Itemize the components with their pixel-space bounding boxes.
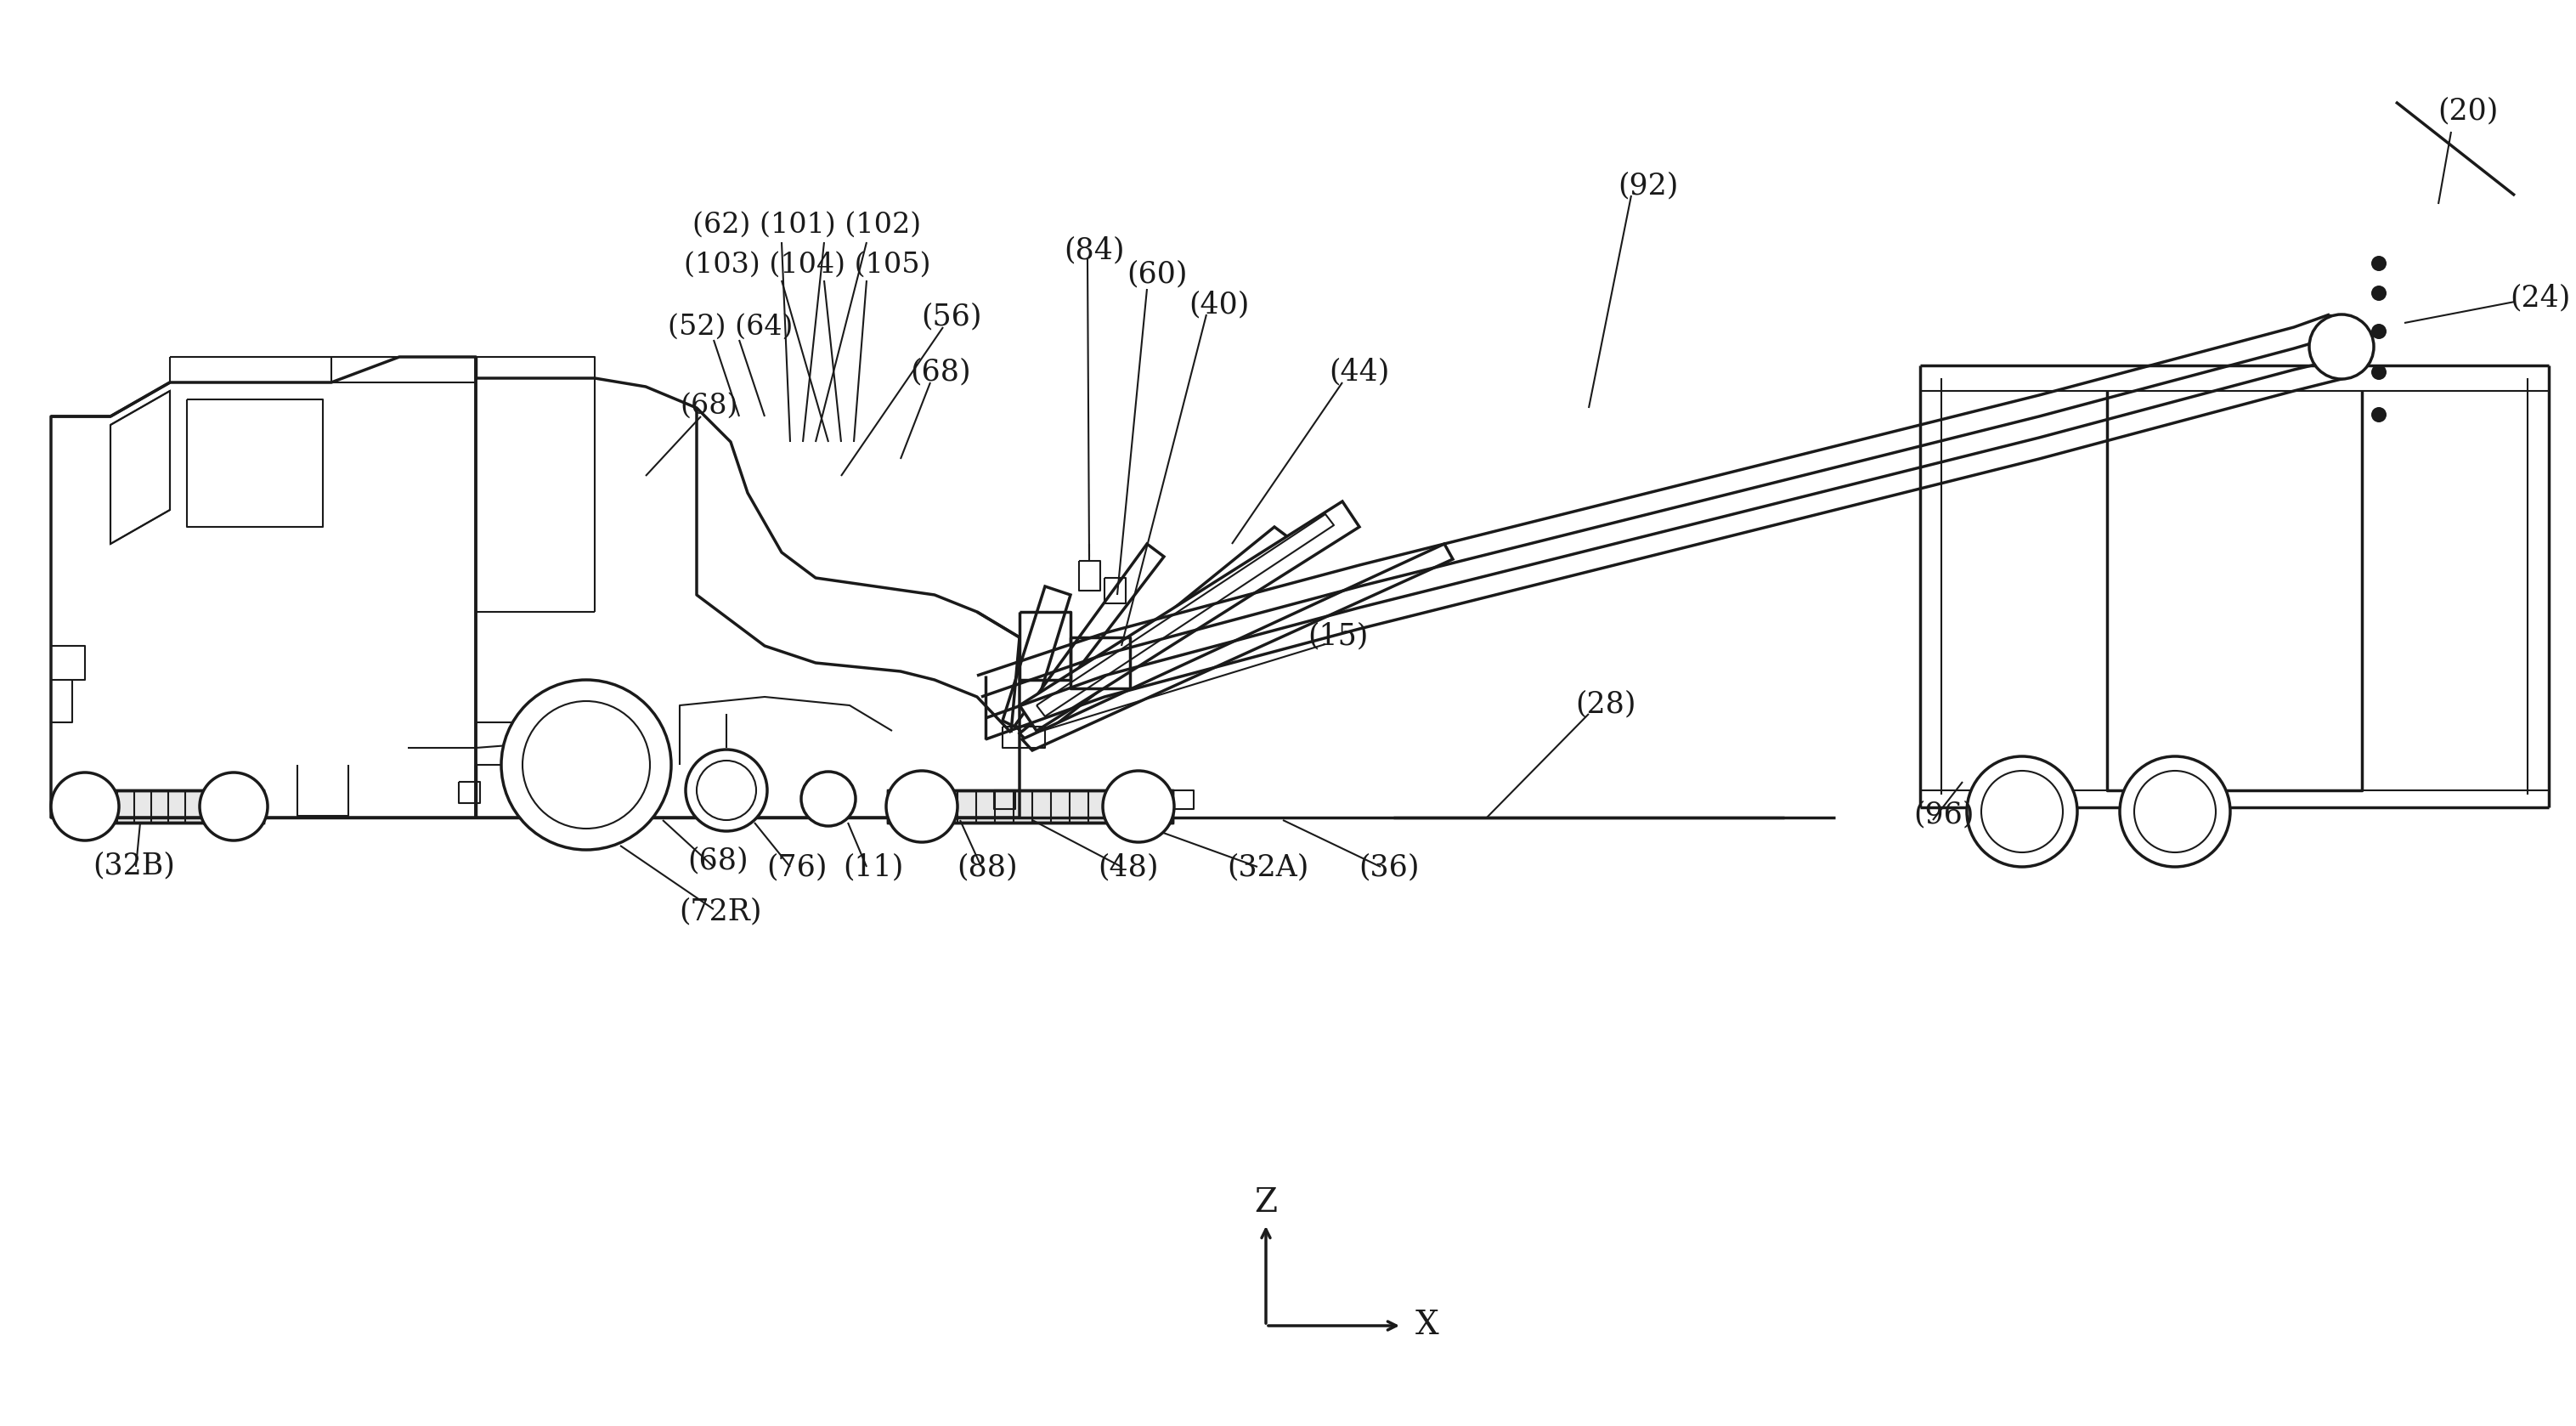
Polygon shape xyxy=(54,790,263,823)
Circle shape xyxy=(2372,406,2385,422)
Circle shape xyxy=(2308,315,2375,379)
Text: (62) (101) (102): (62) (101) (102) xyxy=(693,211,922,238)
Polygon shape xyxy=(1002,586,1072,733)
Text: (28): (28) xyxy=(1577,689,1636,719)
Polygon shape xyxy=(1020,502,1360,732)
Text: (24): (24) xyxy=(2509,282,2571,312)
Circle shape xyxy=(1968,756,2076,867)
Text: (68): (68) xyxy=(688,846,750,874)
Text: (68): (68) xyxy=(909,356,971,386)
Circle shape xyxy=(2372,255,2385,271)
Text: (11): (11) xyxy=(842,853,904,881)
Circle shape xyxy=(2372,285,2385,301)
Text: (32A): (32A) xyxy=(1226,853,1309,881)
Circle shape xyxy=(201,773,268,840)
Text: (72R): (72R) xyxy=(680,897,762,925)
Text: (52) (64): (52) (64) xyxy=(667,314,793,341)
Text: (15): (15) xyxy=(1309,622,1368,650)
Text: (76): (76) xyxy=(768,853,827,881)
Circle shape xyxy=(523,702,649,829)
Circle shape xyxy=(1103,771,1175,843)
Text: X: X xyxy=(1417,1310,1440,1342)
Circle shape xyxy=(801,771,855,826)
Circle shape xyxy=(685,750,768,831)
Circle shape xyxy=(1981,771,2063,853)
Text: (88): (88) xyxy=(956,853,1018,881)
Text: (60): (60) xyxy=(1126,260,1188,288)
Text: (48): (48) xyxy=(1097,853,1159,881)
Text: (92): (92) xyxy=(1618,171,1680,200)
Text: (20): (20) xyxy=(2437,96,2499,125)
Text: Z: Z xyxy=(1255,1186,1278,1218)
Circle shape xyxy=(502,680,672,850)
Circle shape xyxy=(52,773,118,840)
Polygon shape xyxy=(111,391,170,543)
Circle shape xyxy=(696,760,757,820)
Text: (84): (84) xyxy=(1064,235,1126,264)
Polygon shape xyxy=(1023,543,1453,750)
Polygon shape xyxy=(1020,526,1291,744)
Text: (96): (96) xyxy=(1914,800,1973,829)
Text: (68): (68) xyxy=(680,392,739,419)
Circle shape xyxy=(2372,324,2385,339)
Circle shape xyxy=(886,771,958,843)
Polygon shape xyxy=(1015,543,1164,737)
Circle shape xyxy=(2372,365,2385,379)
Text: (40): (40) xyxy=(1190,289,1249,318)
Circle shape xyxy=(2120,756,2231,867)
Text: (44): (44) xyxy=(1329,356,1388,386)
Text: (32B): (32B) xyxy=(93,851,175,880)
Polygon shape xyxy=(889,790,1172,823)
Circle shape xyxy=(2133,771,2215,853)
Text: (56): (56) xyxy=(922,302,981,331)
Text: (36): (36) xyxy=(1358,853,1419,881)
Text: (103) (104) (105): (103) (104) (105) xyxy=(683,251,930,278)
